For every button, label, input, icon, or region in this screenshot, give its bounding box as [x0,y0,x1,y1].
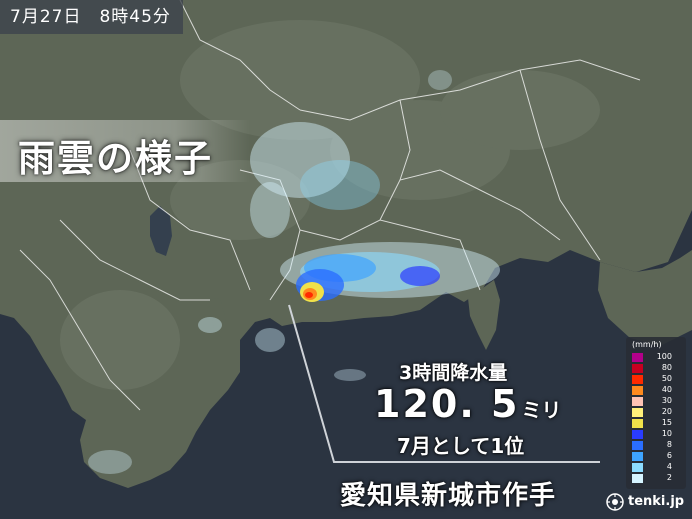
legend-swatch [632,397,643,406]
legend-item: 2 [632,473,682,483]
precipitation-value: 120. 5 [374,382,520,426]
mountain-shading [60,20,600,390]
legend-item: 15 [632,418,682,428]
legend-label: 100 [656,352,672,361]
legend-swatch [632,408,643,417]
legend-item: 100 [632,352,682,362]
legend-swatch [632,430,643,439]
legend-swatch [632,441,643,450]
legend-swatch [632,452,643,461]
land-boso [598,250,692,346]
legend-unit: (mm/h) [632,340,662,349]
lake-biwa [150,206,172,256]
legend-swatch [632,386,643,395]
legend-item: 30 [632,396,682,406]
rain-clouds [88,70,500,474]
legend-label: 30 [661,396,672,405]
legend-swatch [632,375,643,384]
legend-swatch [632,474,643,483]
legend-item: 8 [632,440,682,450]
precipitation-amount: 120. 5 ミリ [374,382,561,426]
legend-item: 20 [632,407,682,417]
brand-logo: tenki.jp [606,489,692,515]
location-pointer-line [288,304,600,463]
legend-label: 6 [666,451,672,460]
legend-swatch [632,419,643,428]
legend-item: 40 [632,385,682,395]
legend-swatch [632,353,643,362]
legend-label: 40 [661,385,672,394]
title-banner [0,120,250,182]
legend-label: 80 [661,363,672,372]
land-izu [468,280,500,350]
legend-label: 8 [666,440,672,449]
legend-item: 50 [632,374,682,384]
location-name: 愛知県新城市作手 [340,481,557,511]
legend-label: 15 [661,418,672,427]
precipitation-period-label: 3時間降水量 [399,362,508,384]
map-title: 雨雲の様子 [18,137,213,180]
prefecture-boundaries [19,0,641,411]
observation-timestamp: 7月27日 8時45分 [0,0,183,34]
legend-label: 4 [666,462,672,471]
legend-swatch [632,463,643,472]
land-chita [208,298,226,338]
precipitation-legend: (mm/h) 100 80 50 40 30 20 15 10 8 6 4 2 [626,337,686,489]
legend-label: 2 [666,473,672,482]
legend-item: 6 [632,451,682,461]
legend-label: 50 [661,374,672,383]
legend-label: 20 [661,407,672,416]
record-rank: 7月として1位 [397,434,525,458]
brand-name: tenki.jp [628,494,685,509]
legend-item: 4 [632,462,682,472]
tenki-logo-icon [606,493,624,511]
legend-label: 10 [661,429,672,438]
legend-item: 10 [632,429,682,439]
legend-swatch [632,364,643,373]
precipitation-unit: ミリ [521,398,562,422]
legend-item: 80 [632,363,682,373]
